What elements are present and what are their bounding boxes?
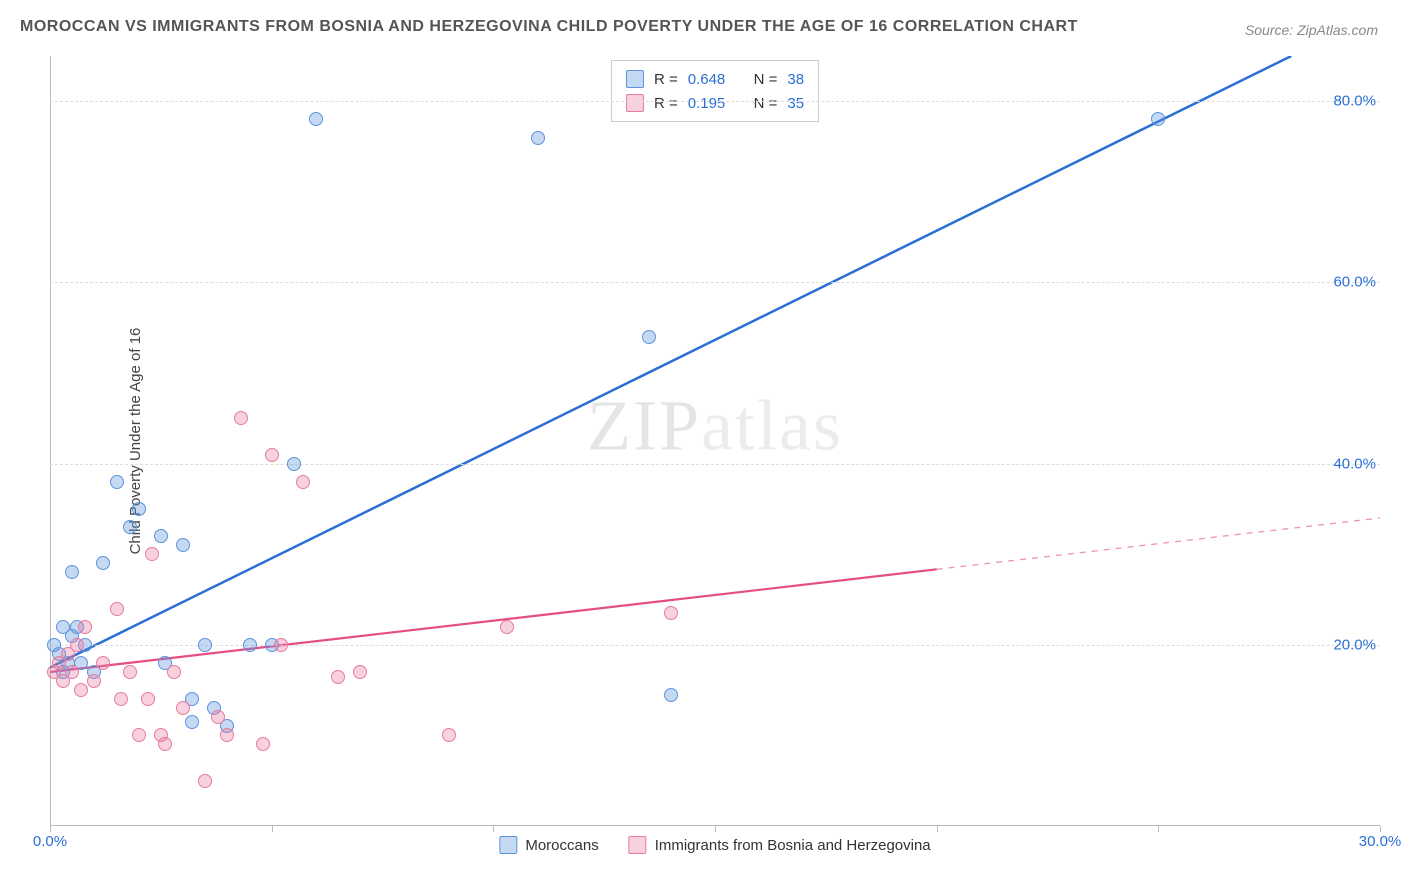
source-label: Source: ZipAtlas.com <box>1245 22 1378 38</box>
data-point <box>70 638 84 652</box>
data-point <box>87 674 101 688</box>
x-tick-mark <box>272 826 273 832</box>
data-point <box>123 665 137 679</box>
r-value-1: 0.195 <box>688 95 726 112</box>
regression-line-solid <box>50 56 1291 667</box>
legend-item-0: Moroccans <box>499 836 598 854</box>
data-point <box>198 638 212 652</box>
swatch-bottom-0 <box>499 836 517 854</box>
data-point <box>1151 112 1165 126</box>
data-point <box>198 774 212 788</box>
data-point <box>96 556 110 570</box>
data-point <box>65 665 79 679</box>
n-value-0: 38 <box>787 71 804 88</box>
data-point <box>185 715 199 729</box>
y-tick-label: 40.0% <box>1333 455 1376 472</box>
series-name-1: Immigrants from Bosnia and Herzegovina <box>655 837 931 854</box>
y-tick-label: 80.0% <box>1333 93 1376 110</box>
data-point <box>664 606 678 620</box>
data-point <box>287 457 301 471</box>
data-point <box>78 620 92 634</box>
data-point <box>167 665 181 679</box>
data-point <box>114 692 128 706</box>
data-point <box>243 638 257 652</box>
swatch-series-1 <box>626 94 644 112</box>
data-point <box>274 638 288 652</box>
n-value-1: 35 <box>787 95 804 112</box>
y-axis-line <box>50 56 51 826</box>
r-value-0: 0.648 <box>688 71 726 88</box>
x-tick-mark <box>493 826 494 832</box>
data-point <box>642 330 656 344</box>
data-point <box>309 112 323 126</box>
data-point <box>132 502 146 516</box>
legend-row-series-0: R = 0.648 N = 38 <box>626 67 804 91</box>
x-tick-label: 0.0% <box>33 833 67 850</box>
swatch-series-0 <box>626 70 644 88</box>
legend-item-1: Immigrants from Bosnia and Herzegovina <box>629 836 931 854</box>
x-tick-label: 30.0% <box>1359 833 1402 850</box>
r-prefix: R = <box>654 71 678 88</box>
x-tick-mark <box>937 826 938 832</box>
gridline-h <box>50 464 1380 465</box>
data-point <box>265 448 279 462</box>
data-point <box>220 728 234 742</box>
data-point <box>65 565 79 579</box>
series-legend: Moroccans Immigrants from Bosnia and Her… <box>499 836 930 854</box>
swatch-bottom-1 <box>629 836 647 854</box>
plot-area: Child Poverty Under the Age of 16 ZIPatl… <box>50 56 1380 826</box>
data-point <box>176 701 190 715</box>
data-point <box>110 602 124 616</box>
regression-line-dashed <box>937 518 1380 569</box>
gridline-h <box>50 282 1380 283</box>
x-tick-mark <box>1380 826 1381 832</box>
data-point <box>141 692 155 706</box>
data-point <box>74 683 88 697</box>
data-point <box>331 670 345 684</box>
data-point <box>96 656 110 670</box>
x-tick-mark <box>50 826 51 832</box>
n-prefix: N = <box>754 71 778 88</box>
legend-row-series-1: R = 0.195 N = 35 <box>626 91 804 115</box>
y-tick-label: 60.0% <box>1333 274 1376 291</box>
regression-line-solid <box>50 569 937 672</box>
data-point <box>256 737 270 751</box>
n-prefix: N = <box>754 95 778 112</box>
r-prefix: R = <box>654 95 678 112</box>
data-point <box>145 547 159 561</box>
data-point <box>132 728 146 742</box>
data-point <box>442 728 456 742</box>
data-point <box>664 688 678 702</box>
data-point <box>353 665 367 679</box>
data-point <box>110 475 124 489</box>
watermark: ZIPatlas <box>587 384 843 467</box>
x-tick-mark <box>715 826 716 832</box>
data-point <box>296 475 310 489</box>
x-tick-mark <box>1158 826 1159 832</box>
data-point <box>123 520 137 534</box>
regression-lines-svg <box>50 56 1380 826</box>
watermark-thin: atlas <box>701 385 843 465</box>
watermark-bold: ZIP <box>587 385 701 465</box>
data-point <box>234 411 248 425</box>
data-point <box>211 710 225 724</box>
data-point <box>158 737 172 751</box>
data-point <box>531 131 545 145</box>
data-point <box>500 620 514 634</box>
gridline-h <box>50 101 1380 102</box>
data-point <box>154 529 168 543</box>
regression-legend: R = 0.648 N = 38 R = 0.195 N = 35 <box>611 60 819 122</box>
data-point <box>176 538 190 552</box>
series-name-0: Moroccans <box>525 837 598 854</box>
chart-title: MOROCCAN VS IMMIGRANTS FROM BOSNIA AND H… <box>20 18 1078 36</box>
y-tick-label: 20.0% <box>1333 636 1376 653</box>
